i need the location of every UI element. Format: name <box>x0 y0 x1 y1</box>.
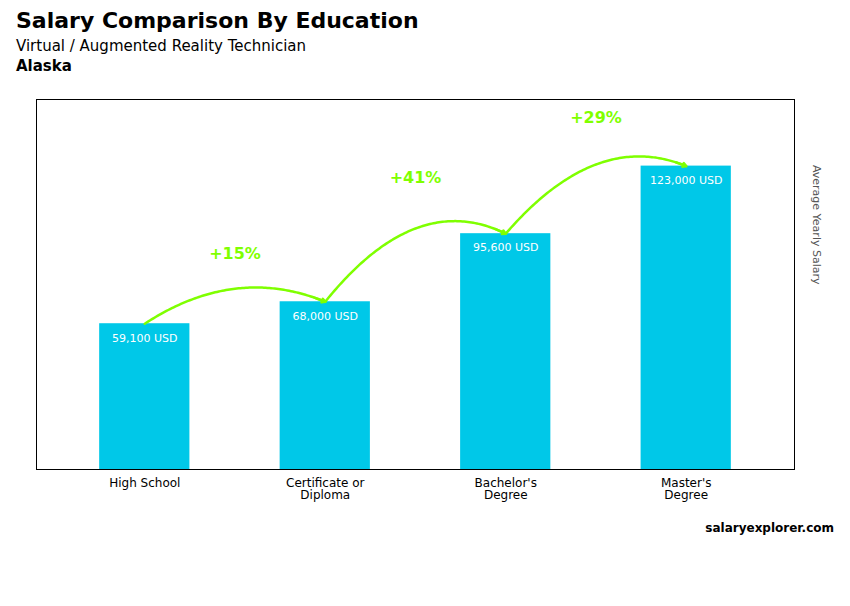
svg-text:Bachelor'sDegree: Bachelor'sDegree <box>475 476 537 502</box>
svg-text:68,000 USD: 68,000 USD <box>293 310 359 323</box>
svg-text:Master'sDegree: Master'sDegree <box>661 476 712 502</box>
html-text:Salary Comparison By Education: Salary Comparison By Education <box>16 8 419 33</box>
svg-text:Average Yearly Salary: Average Yearly Salary <box>810 165 823 285</box>
html-text:Alaska: Alaska <box>16 57 72 75</box>
svg-text:123,000 USD: 123,000 USD <box>650 174 723 187</box>
svg-text:High School: High School <box>109 476 180 490</box>
svg-text:59,100 USD: 59,100 USD <box>112 332 178 345</box>
svg-text:95,600 USD: 95,600 USD <box>473 241 539 254</box>
svg-text:Certificate orDiploma: Certificate orDiploma <box>286 476 364 502</box>
html-text:salaryexplorer.com: salaryexplorer.com <box>705 521 834 535</box>
svg-text:+29%: +29% <box>570 108 622 127</box>
html-text:Virtual / Augmented Reality Te: Virtual / Augmented Reality Technician <box>16 37 307 55</box>
svg-text:+41%: +41% <box>390 168 442 187</box>
svg-text:+15%: +15% <box>209 244 261 263</box>
